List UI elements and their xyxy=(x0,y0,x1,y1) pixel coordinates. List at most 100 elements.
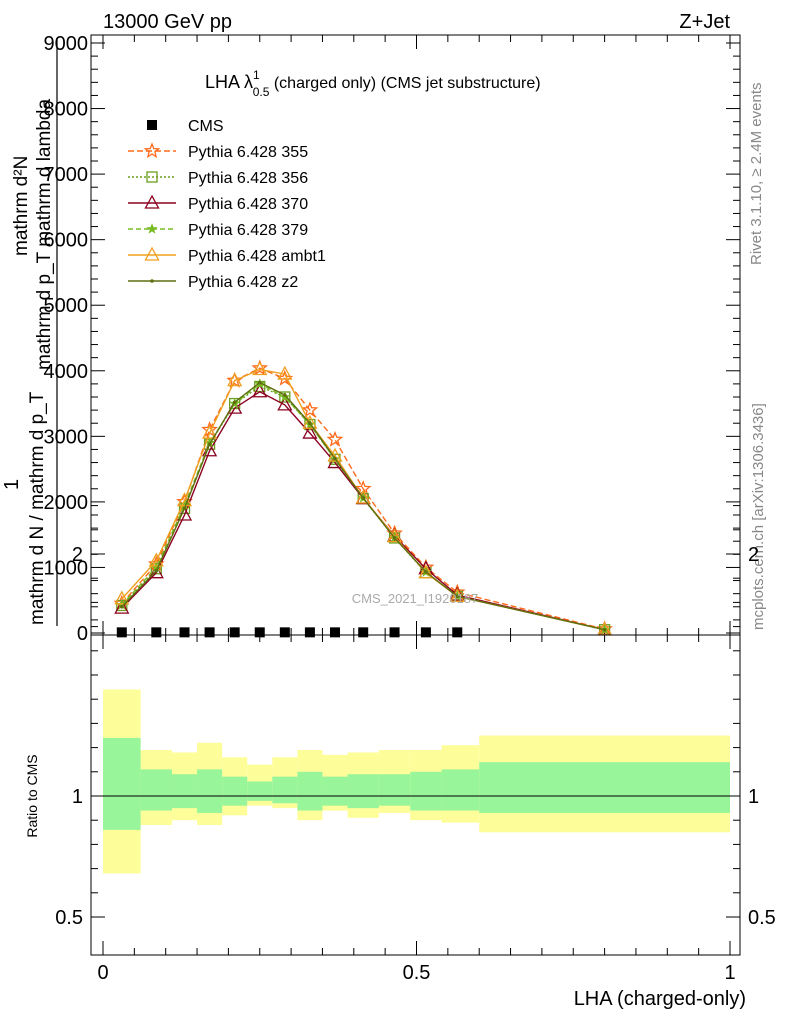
data-point xyxy=(326,430,344,447)
legend-label: CMS xyxy=(188,118,224,135)
data-point xyxy=(148,552,164,567)
main-y-label: mathrm d²N mathrm d p_T mathrm d lambda … xyxy=(1,38,58,626)
data-point xyxy=(386,528,403,543)
green-band-bin xyxy=(197,769,223,813)
y-tick-label: 8000 xyxy=(44,99,89,121)
data-point xyxy=(329,627,340,638)
data-point xyxy=(283,393,287,397)
y-label-numerator: mathrm d²N xyxy=(11,156,32,256)
y-tick-label: 9000 xyxy=(44,33,89,55)
green-band-bin xyxy=(171,774,198,809)
data-point xyxy=(277,396,293,411)
plot-title: LHA λ1 0.5 (charged only) (CMS jet substr… xyxy=(205,68,541,99)
data-point xyxy=(277,365,293,380)
data-point xyxy=(418,564,434,579)
legend-marker xyxy=(144,194,160,209)
data-point xyxy=(179,627,190,638)
data-point xyxy=(602,627,607,632)
data-point xyxy=(420,627,431,638)
mcplots-label: mcplots.cern.ch [arXiv:1306.3436] xyxy=(750,403,767,630)
legend-marker xyxy=(150,279,154,283)
y-tick-label: 0 xyxy=(77,623,88,645)
data-point xyxy=(301,401,319,418)
green-band-bin xyxy=(247,781,273,801)
green-band-bin xyxy=(140,769,172,811)
green-band-bin xyxy=(103,737,141,830)
legend-entry: Pythia 6.428 356 xyxy=(128,170,308,187)
ratio-y-tick-label-right: 2 xyxy=(748,544,759,566)
legend-entry: Pythia 6.428 370 xyxy=(128,194,308,213)
data-point xyxy=(120,604,124,609)
legend: CMS Pythia 6.428 355 Pythia 6.428 356 Pythi… xyxy=(128,118,326,291)
data-point xyxy=(361,496,366,500)
series-line xyxy=(121,381,605,631)
watermark: CMS_2021_I1920187 xyxy=(352,591,479,606)
y-label-numerator-2: mathrm d p_T mathrm d lambda xyxy=(34,99,55,370)
data-point xyxy=(455,594,460,599)
y-tick-label: 4000 xyxy=(44,361,89,383)
series-line xyxy=(121,383,605,631)
data-point xyxy=(333,456,337,461)
green-band-bin xyxy=(222,776,248,806)
data-point xyxy=(257,380,262,385)
data-point xyxy=(389,627,400,638)
legend-marker xyxy=(143,142,161,159)
x-tick-label: 0 xyxy=(97,962,108,984)
y-tick-label: 7000 xyxy=(44,164,89,186)
legend-label: Pythia 6.428 356 xyxy=(188,170,308,187)
x-tick-label: 0.5 xyxy=(403,962,431,984)
legend-label: Pythia 6.428 z2 xyxy=(188,274,298,291)
y-label-denominator: mathrm d N / mathrm d p_T xyxy=(27,391,48,625)
green-band-bin xyxy=(479,762,730,813)
y-tick-label: 5000 xyxy=(44,295,89,317)
y-tick-label: 3000 xyxy=(44,426,89,448)
series-0 xyxy=(116,627,463,638)
main-panel: 0 1000 2000 3000 4000 5000 6000 7000 8000 9000 CM… xyxy=(1,33,741,645)
data-point xyxy=(452,627,463,638)
ratio-frame-box xyxy=(90,634,741,956)
process-label: Z+Jet xyxy=(679,11,730,33)
data-point xyxy=(252,361,268,376)
data-point xyxy=(252,383,268,398)
green-band-bin xyxy=(272,776,298,804)
ratio-y-tick-label: 0.5 xyxy=(55,907,83,929)
rivet-label: Rivet 3.1.10, ≥ 2.4M events xyxy=(748,83,765,266)
data-point xyxy=(116,627,127,638)
data-point xyxy=(308,421,312,426)
data-point xyxy=(302,414,318,429)
ratio-y-tick-label-right: 1 xyxy=(748,786,759,808)
y-tick-label: 1000 xyxy=(44,557,89,579)
data-point xyxy=(304,627,315,638)
ratio-bands xyxy=(103,689,730,874)
data-point xyxy=(358,627,369,638)
ratio-frame xyxy=(90,634,741,956)
data-point xyxy=(204,627,215,638)
ratio-ticks: 0.5 0.5 1 1 2 2 0 0.5 1 xyxy=(55,505,776,984)
data-point xyxy=(229,627,240,638)
legend-label: Pythia 6.428 ambt1 xyxy=(188,248,326,265)
legend-marker xyxy=(146,171,158,183)
legend-marker xyxy=(147,120,157,130)
ratio-y-tick-label: 1 xyxy=(72,786,83,808)
data-point xyxy=(207,442,212,447)
y-tick-label: 6000 xyxy=(44,230,89,252)
legend-entry: CMS xyxy=(147,118,224,135)
data-point xyxy=(154,568,159,573)
green-band-bin xyxy=(410,771,442,811)
green-band-bin xyxy=(322,776,348,806)
x-axis-label: LHA (charged-only) xyxy=(574,988,746,1010)
main-y-ticks: 0 1000 2000 3000 4000 5000 6000 7000 8000 9000 xyxy=(44,33,740,645)
plot-title-sub: 0.5 xyxy=(253,85,270,99)
ratio-y-label: Ratio to CMS xyxy=(24,754,40,837)
y-label-denominator-one: 1 xyxy=(1,479,23,490)
green-band-bin xyxy=(441,769,480,811)
green-band-bin xyxy=(297,771,323,811)
plot-title-rest: (charged only) (CMS jet substructure) xyxy=(269,75,540,92)
data-point xyxy=(151,627,162,638)
data-point xyxy=(114,599,130,614)
legend-label: Pythia 6.428 379 xyxy=(188,222,308,239)
data-point xyxy=(392,536,397,540)
data-point xyxy=(114,590,130,605)
data-point xyxy=(227,372,243,387)
